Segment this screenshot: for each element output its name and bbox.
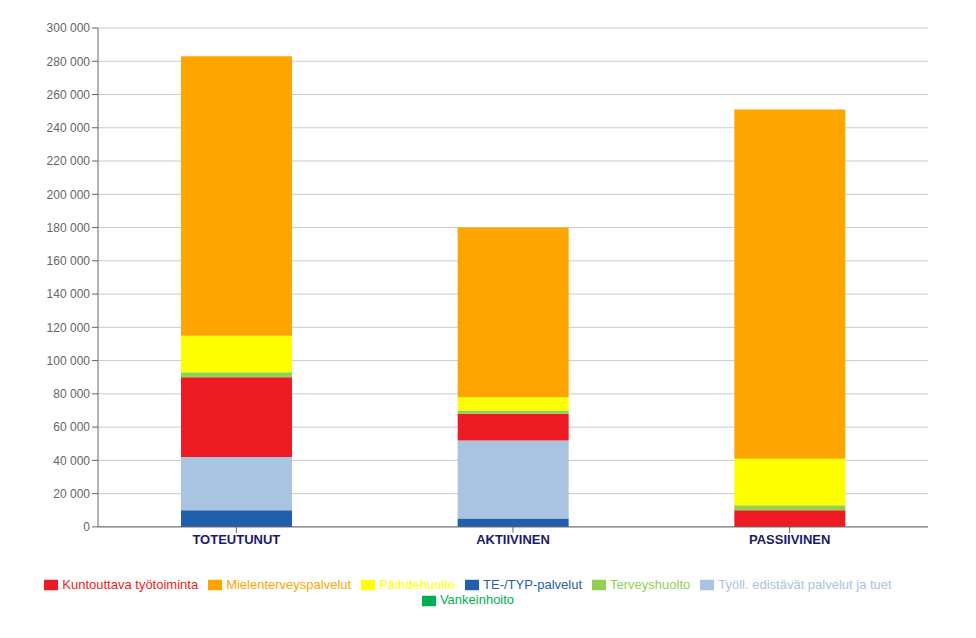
svg-text:AKTIIVINEN: AKTIIVINEN: [476, 532, 550, 547]
svg-text:20 000: 20 000: [53, 487, 90, 501]
svg-text:40 000: 40 000: [53, 454, 90, 468]
svg-text:260 000: 260 000: [47, 88, 91, 102]
html-text:Kuntouttava työtoiminta: Kuntouttava työtoiminta: [62, 576, 199, 592]
svg-text:300 000: 300 000: [47, 21, 91, 35]
svg-text:240 000: 240 000: [47, 121, 91, 135]
html-text:Terveyshuolto: Terveyshuolto: [610, 576, 691, 592]
svg-text:TOTEUTUNUT: TOTEUTUNUT: [192, 532, 280, 547]
svg-text:280 000: 280 000: [47, 55, 91, 69]
svg-text:180 000: 180 000: [47, 221, 91, 235]
svg-text:100 000: 100 000: [47, 354, 91, 368]
svg-text:220 000: 220 000: [47, 154, 91, 168]
html-text:Päihdehuolto: Päihdehuolto: [379, 576, 456, 592]
svg-text:PASSIIVINEN: PASSIIVINEN: [749, 532, 830, 547]
html-text:TE-/TYP-palvelut: TE-/TYP-palvelut: [483, 576, 582, 592]
svg-text:60 000: 60 000: [53, 420, 90, 434]
svg-text:160 000: 160 000: [47, 254, 91, 268]
svg-text:200 000: 200 000: [47, 188, 91, 202]
svg-text:140 000: 140 000: [47, 287, 91, 301]
html-text:Työll. edistävät palvelut ja t: Työll. edistävät palvelut ja tuet: [718, 576, 892, 592]
html-text:Vankeinhoito: Vankeinhoito: [439, 592, 515, 608]
svg-text:80 000: 80 000: [53, 387, 90, 401]
svg-text:0: 0: [83, 520, 90, 534]
html-text:Mielenterveyspalvelut: Mielenterveyspalvelut: [226, 576, 352, 592]
svg-text:120 000: 120 000: [47, 321, 91, 335]
